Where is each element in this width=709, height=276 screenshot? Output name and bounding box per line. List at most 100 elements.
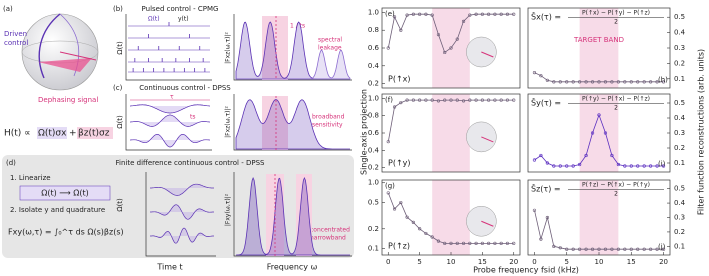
series-label: P(↑z) [388, 242, 410, 251]
formula: Fxy(ω,τ) = ∫₀^τ ds Ω(s)βz(s) [8, 228, 124, 237]
panel-title: Pulsed control - CPMG [142, 5, 219, 13]
data-point [636, 247, 640, 251]
data-point [405, 13, 409, 17]
data-point [590, 80, 595, 84]
data-point [399, 200, 403, 205]
data-point [597, 247, 601, 251]
data-point [493, 241, 497, 245]
data-point [487, 12, 491, 16]
x-label: Time t [156, 263, 182, 272]
data-point [539, 74, 543, 78]
data-point [655, 80, 659, 84]
data-point [443, 98, 447, 102]
driven-label: control [4, 39, 28, 47]
data-point [629, 80, 633, 84]
formula: Ŝz(τ) = [531, 183, 561, 194]
data-point [399, 28, 403, 32]
panel-title: Finite difference continuous control - D… [116, 159, 266, 167]
data-point [430, 235, 434, 239]
y-tick-label: 0.4 [674, 199, 686, 207]
data-point [578, 162, 582, 167]
x-tick-label: 5 [417, 258, 421, 266]
formula: Ŝy(τ) = [531, 97, 561, 108]
data-point [424, 12, 428, 16]
band [296, 174, 312, 256]
data-point [616, 80, 620, 84]
y-tick-label: 0.3 [674, 44, 685, 52]
formula: 2 [614, 105, 618, 112]
data-point [603, 80, 608, 84]
data-point [480, 98, 484, 102]
y-tick-label: 0.1 [674, 75, 685, 83]
dpss-wave [130, 114, 210, 127]
data-point [487, 98, 491, 102]
driven-label: Driven [4, 30, 27, 38]
x-tick-label: 5 [564, 258, 568, 266]
hamiltonian: Ω(t)σx [38, 129, 67, 139]
data-point [474, 98, 478, 102]
y-tick-label: 0.5 [674, 99, 685, 107]
data-point [545, 161, 549, 165]
data-point [505, 98, 510, 102]
data-point [512, 12, 516, 16]
y-tick-label: 0.4 [368, 62, 380, 70]
data-point [418, 12, 422, 16]
y-label: Ω(t) [116, 115, 124, 129]
data-point [411, 98, 415, 102]
data-point [424, 98, 428, 102]
data-point [493, 98, 497, 102]
annotation: TARGET BAND [573, 36, 624, 44]
data-point [436, 33, 441, 37]
y-tick-label: 0.2 [674, 228, 685, 236]
data-point [418, 98, 422, 102]
data-point [661, 80, 666, 84]
annotation: leakage [318, 45, 342, 52]
data-point [474, 12, 478, 16]
data-point [449, 46, 453, 50]
panel-label: (i) [658, 160, 666, 168]
panel-label: (d) [6, 159, 16, 167]
series-label: P(↑x) [388, 75, 411, 84]
dpss-wave [150, 227, 214, 244]
panel-label: (g) [385, 182, 395, 190]
data-point [499, 241, 503, 245]
series-line [534, 113, 664, 167]
data-point [455, 37, 459, 41]
data-point [405, 215, 409, 219]
axis [125, 94, 212, 151]
series-line [534, 210, 664, 250]
axis [233, 14, 352, 81]
y-label: Ω̇(t) [116, 198, 124, 212]
data-point [512, 241, 516, 245]
x-tick-label: 20 [509, 258, 518, 266]
axis [125, 14, 212, 81]
shaded-band [579, 8, 619, 88]
x-tick-label: 15 [627, 258, 636, 266]
data-point [512, 98, 516, 102]
inset-vector [481, 51, 494, 58]
highlight [19, 185, 111, 201]
y-tick-label: 1.0 [368, 179, 379, 187]
data-point [552, 164, 556, 168]
data-point [392, 207, 397, 211]
y-tick-label: 0.4 [674, 114, 686, 122]
data-point [487, 241, 491, 245]
x-tick-label: 0 [386, 258, 390, 266]
dephasing-label: Dephasing signal [38, 96, 98, 104]
data-point [623, 247, 627, 251]
data-point [539, 153, 543, 158]
highlight [37, 127, 67, 139]
y-label: Ω(t) [116, 41, 124, 55]
y-tick-label: 1.0 [368, 94, 379, 102]
dephasing-wedge [38, 58, 92, 72]
highlight [77, 127, 113, 139]
series-label: P(↑y) [388, 159, 411, 168]
data-point [649, 247, 653, 251]
data-point [430, 98, 434, 102]
data-point [405, 98, 409, 102]
data-point [436, 99, 441, 103]
annotation: spectral [318, 37, 342, 44]
y-tick-label: 0.2 [368, 80, 379, 88]
data-point [480, 12, 484, 16]
shaded-band [432, 94, 470, 172]
